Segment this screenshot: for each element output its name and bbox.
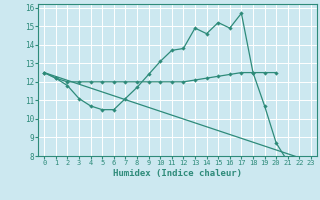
- X-axis label: Humidex (Indice chaleur): Humidex (Indice chaleur): [113, 169, 242, 178]
